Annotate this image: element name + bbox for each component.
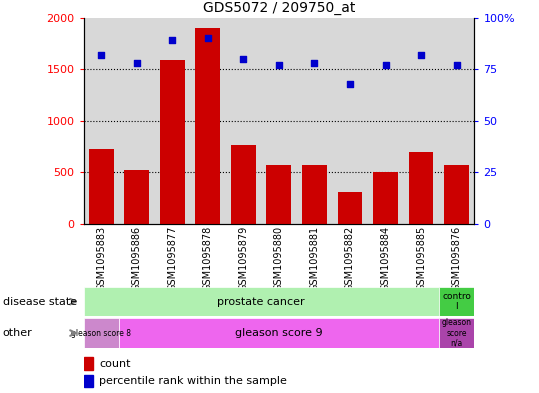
Point [133, 60, 141, 66]
Point [97, 51, 106, 58]
Bar [302, 165, 327, 224]
Bar [337, 192, 362, 224]
Point [204, 35, 212, 41]
Bar [444, 165, 469, 224]
Bar [439, 318, 474, 348]
Point [239, 56, 248, 62]
Bar [160, 60, 185, 224]
Bar [373, 173, 398, 224]
Text: prostate cancer: prostate cancer [217, 297, 305, 307]
Bar [231, 145, 256, 224]
Text: contro
l: contro l [442, 292, 471, 311]
Point [275, 62, 284, 68]
Title: GDS5072 / 209750_at: GDS5072 / 209750_at [203, 1, 355, 15]
Point [452, 62, 461, 68]
Point [168, 37, 177, 44]
Bar [125, 171, 149, 224]
Text: other: other [3, 328, 32, 338]
Bar [84, 357, 93, 369]
Bar [84, 318, 119, 348]
Point [310, 60, 319, 66]
Point [417, 51, 425, 58]
Point [345, 81, 354, 87]
Text: gleason score 8: gleason score 8 [71, 329, 132, 338]
Bar [409, 152, 433, 224]
Point [381, 62, 390, 68]
Bar [84, 375, 93, 387]
Text: gleason score 9: gleason score 9 [235, 328, 323, 338]
Text: gleason
score
n/a: gleason score n/a [441, 318, 472, 348]
Text: disease state: disease state [3, 297, 77, 307]
Bar [439, 287, 474, 316]
Bar [119, 318, 439, 348]
Text: count: count [99, 358, 130, 369]
Bar [266, 165, 292, 224]
Bar [196, 28, 220, 224]
Text: percentile rank within the sample: percentile rank within the sample [99, 376, 287, 386]
Bar [89, 149, 114, 224]
